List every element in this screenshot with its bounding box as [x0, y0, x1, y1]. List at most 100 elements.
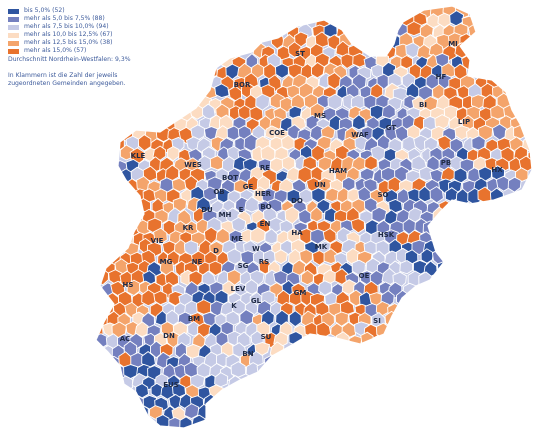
district-label-coe: COE	[269, 129, 285, 137]
district-label-bo: BO	[260, 203, 271, 211]
municipality-cell	[137, 134, 152, 152]
municipality-cell	[142, 165, 158, 182]
legend-item: mehr als 10,0 bis 12,5% (67)	[8, 31, 238, 39]
municipality-cell	[215, 227, 231, 245]
district-labels: MI ST BOR HF BI LIP MS WAF GT COE KLE WES RE HAM PB HX B…	[120, 40, 504, 389]
legend-swatch	[8, 40, 19, 46]
district-label-ob: OB	[213, 188, 224, 196]
municipality-cell	[119, 144, 134, 161]
municipality-cell	[202, 186, 218, 202]
municipality-cell	[209, 155, 225, 171]
legend-label: bis 5,0% (52)	[24, 7, 65, 14]
municipality-cell	[244, 196, 260, 213]
legend-swatch	[8, 49, 19, 55]
district-label-gl: GL	[251, 297, 262, 305]
district-label-rs: RS	[259, 258, 269, 266]
district-label-bn: BN	[242, 350, 253, 358]
district-label-her: HER	[255, 190, 272, 198]
municipality-cell	[184, 403, 200, 420]
district-label-un: UN	[314, 181, 326, 189]
municipality-cell	[162, 219, 177, 236]
legend-item: mehr als 12,5 bis 15,0% (38)	[8, 39, 238, 47]
district-label-hs: HS	[123, 281, 134, 289]
district-label-si: SI	[373, 317, 381, 325]
district-label-pb: PB	[441, 159, 451, 167]
legend-item: mehr als 7,5 bis 10,0% (94)	[8, 23, 238, 31]
legend-swatch	[8, 32, 19, 38]
municipality-cell	[232, 342, 247, 358]
legend-average: Durchschnitt Nordrhein-Westfalen: 9,3%	[8, 56, 238, 64]
district-label-w: W	[252, 245, 260, 253]
legend-item: mehr als 5,0 bis 7,5% (88)	[8, 15, 238, 23]
district-label-dn: DN	[163, 332, 175, 340]
municipality-cell	[299, 249, 313, 266]
district-label-re: RE	[260, 164, 270, 172]
municipality-cell	[405, 42, 420, 59]
municipality-cell	[134, 321, 150, 338]
municipality-cell	[208, 260, 223, 277]
district-label-k: K	[231, 302, 237, 310]
legend-note-1: In Klammern ist die Zahl der jeweils	[8, 72, 238, 80]
municipality-cell	[351, 259, 366, 276]
district-label-su: SU	[261, 333, 272, 341]
legend-label: mehr als 15,0% (57)	[24, 47, 87, 55]
note-text-1: In Klammern ist die Zahl der jeweils	[8, 71, 118, 79]
district-label-hx: HX	[491, 166, 503, 174]
municipality-cell	[264, 228, 279, 245]
district-label-oe: OE	[359, 272, 370, 280]
municipality-cell	[168, 290, 183, 307]
municipality-cells	[96, 6, 532, 428]
district-label-bor: BOR	[234, 81, 251, 89]
district-label-ne: NE	[192, 258, 203, 266]
legend-label: mehr als 5,0 bis 7,5% (88)	[24, 15, 105, 23]
municipality-cell	[300, 269, 314, 286]
note-text-2: zugeordneten Gemeinden angegeben.	[8, 79, 126, 87]
municipality-cell	[222, 280, 236, 296]
municipality-cell	[288, 310, 302, 328]
municipality-cell	[352, 52, 368, 68]
district-label-mh: MH	[219, 211, 232, 219]
district-label-mg: MG	[160, 258, 173, 266]
municipality-cell	[399, 259, 414, 275]
municipality-cell	[250, 63, 265, 79]
legend-label: mehr als 12,5 bis 15,0% (38)	[24, 39, 113, 47]
district-label-e: E	[239, 206, 244, 214]
district-label-st: ST	[295, 50, 305, 58]
municipality-cell	[166, 145, 180, 162]
district-label-gm: GM	[294, 289, 307, 297]
district-label-bot: BOT	[222, 174, 238, 182]
district-label-ha: HA	[291, 229, 303, 237]
municipality-cell	[400, 54, 413, 70]
legend: bis 5,0% (52) mehr als 5,0 bis 7,5% (88)…	[8, 7, 238, 88]
municipality-cell	[274, 249, 288, 265]
legend-swatch	[8, 16, 19, 22]
legend-swatch	[8, 24, 19, 30]
municipality-cell	[250, 226, 266, 244]
district-label-waf: WAF	[351, 131, 369, 139]
district-label-du: DU	[201, 206, 213, 214]
district-label-hsk: HSK	[378, 231, 395, 239]
municipality-cell	[268, 217, 284, 233]
municipality-cell	[311, 144, 325, 162]
district-label-ac: AC	[120, 335, 131, 343]
legend-label: mehr als 10,0 bis 12,5% (67)	[24, 31, 113, 39]
district-label-mi: MI	[448, 40, 458, 48]
municipality-cell	[196, 299, 212, 315]
district-label-ms: MS	[314, 112, 326, 120]
district-label-do: DO	[291, 197, 303, 205]
municipality-cell	[406, 20, 422, 37]
district-label-ge: GE	[243, 183, 254, 191]
legend-note-2: zugeordneten Gemeinden angegeben.	[8, 80, 238, 88]
district-label-lip: LIP	[458, 118, 470, 126]
district-label-wes: WES	[184, 161, 202, 169]
district-label-bm: BM	[188, 315, 200, 323]
district-label-me: ME	[231, 235, 243, 243]
legend-item: mehr als 15,0% (57)	[8, 47, 238, 55]
district-label-so: SO	[378, 191, 389, 199]
municipality-cell	[153, 227, 168, 245]
municipality-cell	[334, 268, 349, 285]
district-label-mk: MK	[315, 243, 328, 251]
district-label-sg: SG	[238, 262, 249, 270]
